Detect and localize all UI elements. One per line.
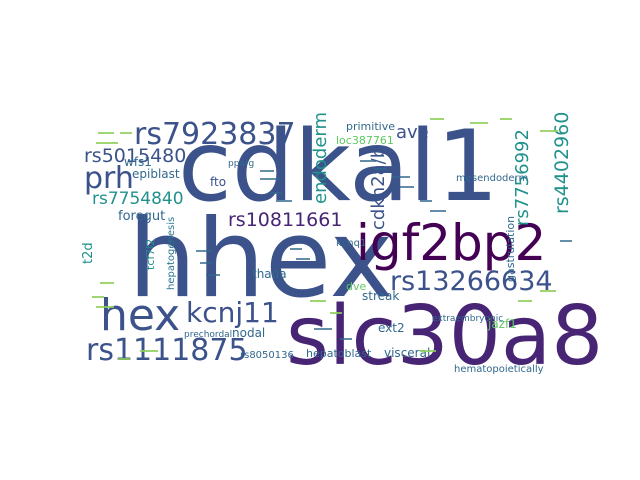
word-dve: dve bbox=[346, 280, 366, 293]
word-rs7754840: rs7754840 bbox=[92, 189, 184, 209]
word-slc30a8: slc30a8 bbox=[286, 289, 603, 384]
word-ext2: ext2 bbox=[378, 321, 405, 335]
word-endoderm: endoderm bbox=[310, 112, 331, 204]
word-ave: ave bbox=[396, 122, 429, 143]
word-fto: fto bbox=[210, 175, 226, 189]
word-epiblast: epiblast bbox=[132, 167, 180, 181]
word-prh: prh bbox=[84, 161, 134, 196]
word-primitive: primitive bbox=[346, 120, 395, 133]
tiny-words-cluster bbox=[92, 118, 558, 360]
tiny-words-cluster-2 bbox=[196, 160, 572, 340]
word-igf2bp2: igf2bp2 bbox=[356, 214, 546, 272]
word-t2d: t2d bbox=[81, 242, 96, 264]
word-streak: streak bbox=[362, 289, 399, 303]
word-rs8050136: rs8050136 bbox=[240, 350, 294, 361]
word-kcnj11: kcnj11 bbox=[186, 296, 279, 329]
word-nodal: nodal bbox=[232, 326, 265, 340]
word-hepatoblast: hepatoblast bbox=[306, 347, 372, 360]
word-cdkal1: cdkal1 bbox=[178, 110, 499, 224]
word-foregut: foregut bbox=[118, 209, 165, 224]
word-kcnq1: kcnq1 bbox=[336, 238, 366, 249]
word-rs13266634: rs13266634 bbox=[390, 266, 553, 297]
word-rs5015480: rs5015480 bbox=[84, 145, 186, 167]
word-extraembryonic: extraembryonic bbox=[432, 314, 503, 324]
word-hex: hex bbox=[100, 290, 180, 341]
word-gastrulation: gastrulation bbox=[504, 216, 517, 282]
word-loc387761: loc387761 bbox=[336, 134, 394, 147]
word-cdkn2a-b: cdkn2a/b bbox=[368, 147, 389, 230]
word-visceral: visceral bbox=[384, 346, 430, 360]
word-thada: thada bbox=[252, 267, 287, 281]
word-rs1111875: rs1111875 bbox=[86, 333, 248, 368]
word-prechordal: prechordal bbox=[184, 330, 232, 340]
word-tcf7l2: tcf7l2 bbox=[144, 239, 157, 270]
word-hepatogenesis: hepatogenesis bbox=[166, 217, 177, 290]
word-rs10811661: rs10811661 bbox=[228, 209, 342, 231]
word-rs7923837: rs7923837 bbox=[134, 117, 296, 152]
word-wfs1: wfs1 bbox=[124, 155, 152, 169]
word-pparg: pparg bbox=[228, 159, 254, 169]
word-jazf1: jazf1 bbox=[487, 317, 517, 331]
word-rs4402960: rs4402960 bbox=[551, 112, 573, 214]
word-mesendoderm: mesendoderm bbox=[456, 173, 528, 184]
word-hhex: hhex bbox=[128, 197, 393, 322]
word-hematopoietically: hematopoietically bbox=[454, 364, 544, 375]
word-rs7756992: rs7756992 bbox=[512, 129, 533, 226]
